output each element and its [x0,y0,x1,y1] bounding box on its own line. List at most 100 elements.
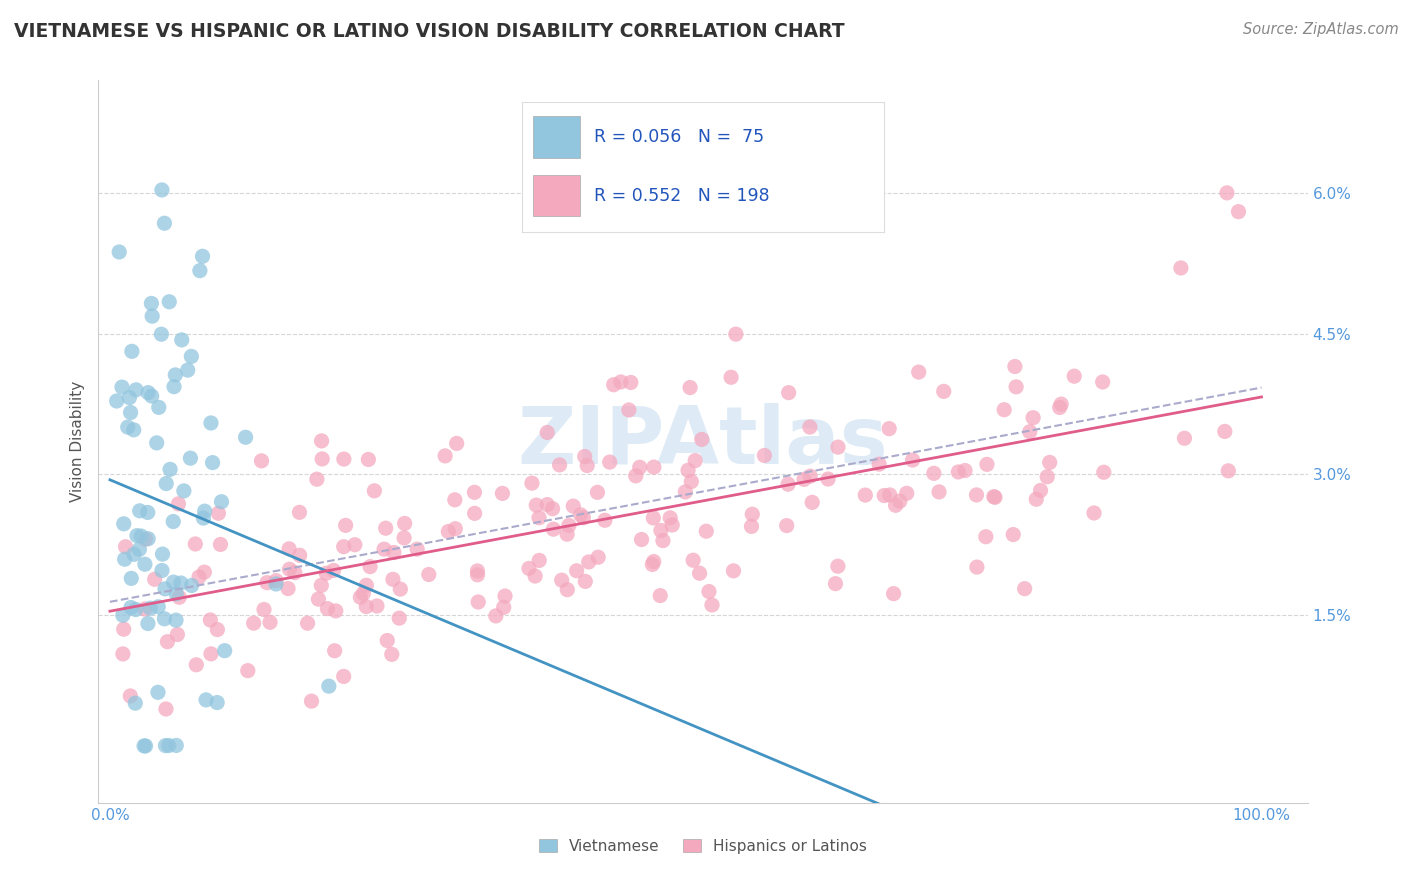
Point [301,694,323,708]
Point [108,244,131,259]
Point [723,564,745,578]
Point [392,531,415,545]
Point [1029,483,1052,498]
Point [122,423,145,437]
Point [1039,455,1062,469]
Point [235,430,257,444]
Point [120,405,142,419]
Point [524,498,547,512]
Point [284,566,307,580]
Point [485,608,508,623]
Point [801,495,824,509]
Point [1170,260,1192,275]
Point [259,615,281,630]
Point [359,559,381,574]
Point [868,457,890,471]
Point [288,549,311,563]
Point [135,739,157,753]
Point [333,452,356,467]
Point [724,327,747,342]
Point [652,533,675,548]
Point [659,511,682,525]
Point [157,294,180,309]
Point [173,483,195,498]
Point [155,739,177,753]
Point [444,522,467,536]
Point [953,463,976,477]
Point [689,566,711,581]
Point [901,453,924,467]
Point [877,422,900,436]
Point [599,455,621,469]
Point [524,569,547,583]
Point [375,633,398,648]
Point [165,587,187,601]
Point [195,693,218,707]
Point [153,216,176,230]
Point [136,505,159,519]
Point [134,532,156,546]
Point [1050,397,1073,411]
Point [1022,410,1045,425]
Point [315,566,337,581]
Point [541,501,564,516]
Point [610,375,633,389]
Point [188,263,211,277]
Point [122,547,145,561]
Point [381,572,404,586]
Point [799,420,821,434]
Point [136,532,159,546]
Point [111,608,134,623]
Point [148,401,170,415]
Point [1063,369,1085,384]
Point [214,643,236,657]
Point [335,518,357,533]
Point [536,425,558,440]
Point [700,598,723,612]
Point [661,518,683,533]
Point [1049,401,1071,415]
Point [141,296,163,310]
Point [617,403,640,417]
Point [799,469,821,483]
Point [446,436,468,450]
Point [586,485,609,500]
Point [277,582,299,596]
Point [676,463,699,477]
Point [170,333,193,347]
Point [558,518,581,533]
Point [778,385,800,400]
Point [406,542,429,557]
Text: VIETNAMESE VS HISPANIC OR LATINO VISION DISABILITY CORRELATION CHART: VIETNAMESE VS HISPANIC OR LATINO VISION … [14,22,845,41]
Point [288,505,311,519]
Point [993,402,1015,417]
Point [176,363,198,377]
Point [200,613,222,627]
Point [966,560,988,574]
Point [853,488,876,502]
Point [117,420,139,434]
Point [191,249,214,263]
Legend: Vietnamese, Hispanics or Latinos: Vietnamese, Hispanics or Latinos [533,833,873,860]
Point [467,567,489,582]
Point [264,574,287,588]
Point [145,436,167,450]
Point [641,558,664,572]
Point [128,504,150,518]
Point [118,391,141,405]
Point [948,465,970,479]
Point [332,669,354,683]
Point [628,460,651,475]
Point [388,611,411,625]
Point [352,586,374,600]
Point [793,472,815,486]
Point [125,383,148,397]
Point [467,595,489,609]
Point [207,506,229,520]
Point [236,664,259,678]
Point [555,582,578,597]
Point [879,488,901,502]
Text: Source: ZipAtlas.com: Source: ZipAtlas.com [1243,22,1399,37]
Point [464,507,486,521]
Point [165,613,187,627]
